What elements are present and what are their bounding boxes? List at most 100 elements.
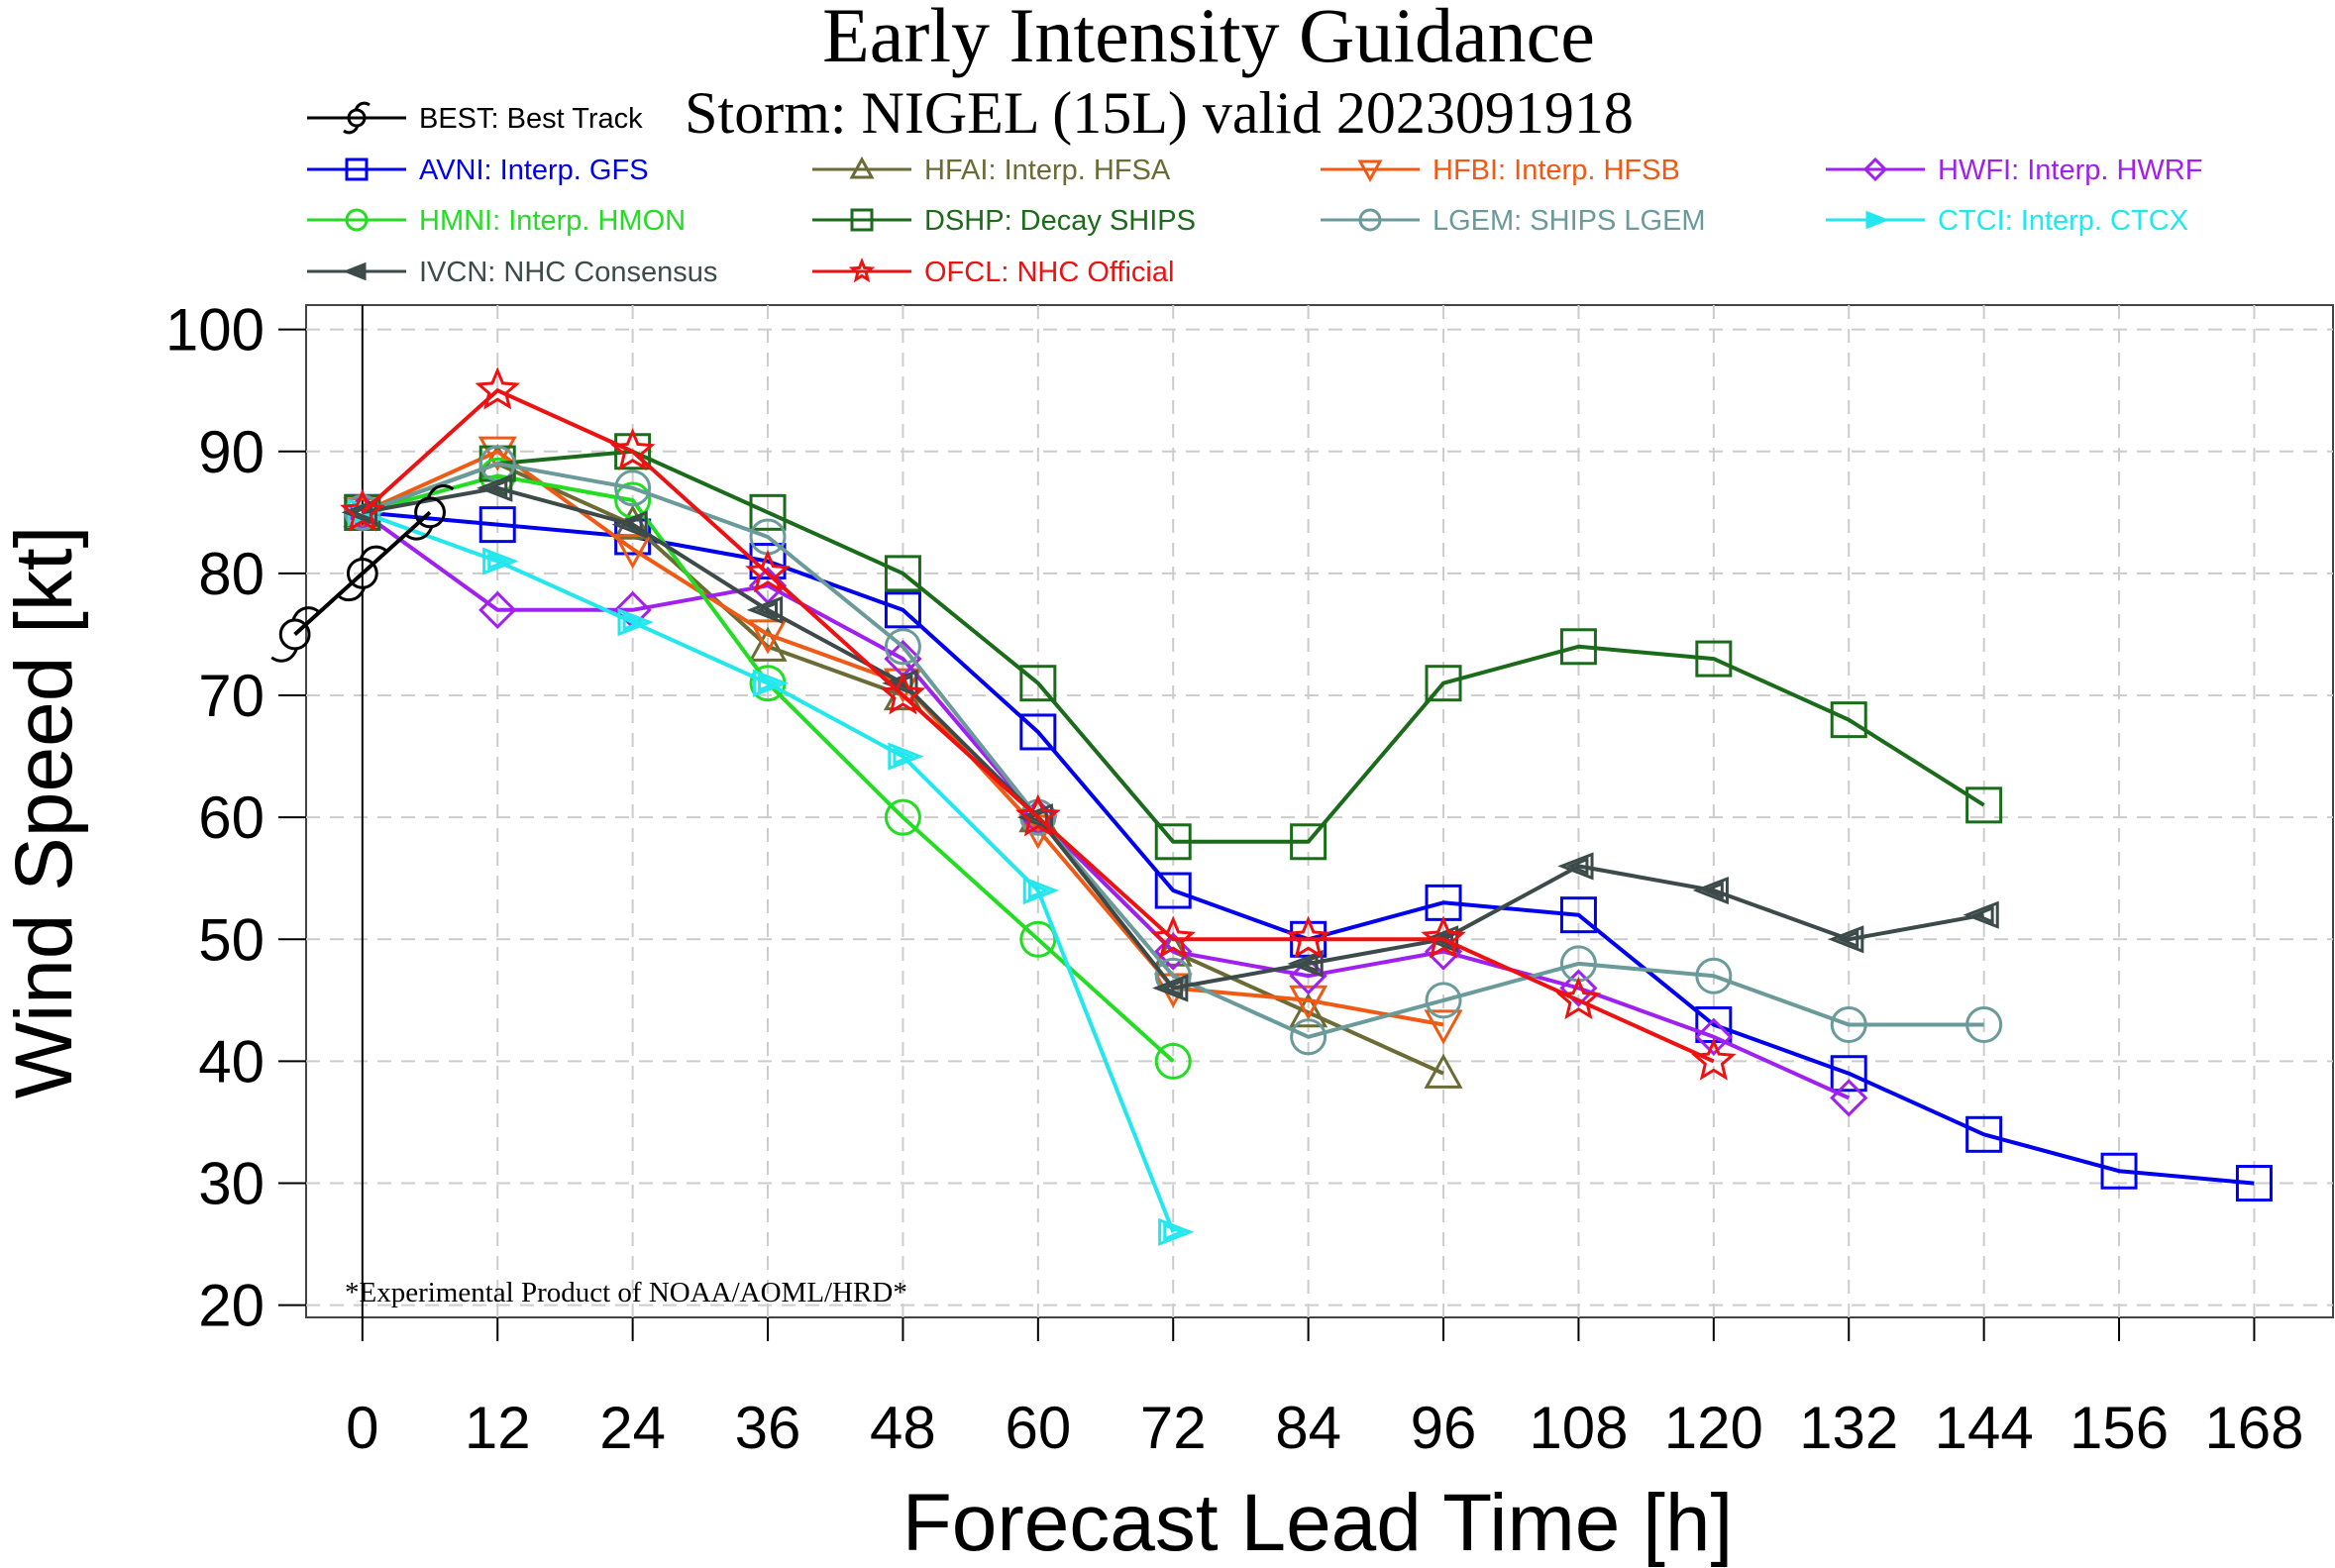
series-line-best — [293, 510, 432, 636]
series-line-ctci — [362, 510, 1176, 1233]
square-marker — [884, 591, 921, 629]
triangle-right-marker — [617, 608, 654, 637]
hurricane-arm — [270, 648, 298, 663]
triangle-right-inner-marker — [1163, 1222, 1186, 1241]
legend-label: BEST: Best Track — [419, 103, 643, 135]
square-marker — [850, 208, 874, 232]
hurricane-arm — [338, 586, 367, 602]
circle-marker — [1019, 920, 1057, 958]
series-hwfi — [343, 493, 1868, 1117]
triangle-left-marker — [1692, 876, 1729, 905]
series-line-ofcl — [361, 388, 1715, 1064]
circle-marker — [1830, 1005, 1867, 1043]
circle-marker — [1695, 957, 1733, 994]
legend-label: HWFI: Interp. HWRF — [1938, 155, 2202, 186]
legend-entry-avni: AVNI: Interp. GFS — [307, 155, 649, 186]
triangle-left-inner-marker — [350, 503, 372, 522]
circle-marker — [614, 470, 652, 507]
square-marker — [1559, 896, 1597, 934]
legend-label: HMNI: Interp. HMON — [419, 205, 686, 237]
square-marker — [1019, 713, 1057, 751]
star-marker — [1555, 977, 1602, 1020]
circle-marker — [1358, 208, 1382, 232]
x-tick-label: 60 — [1005, 1395, 1071, 1461]
square-marker — [2235, 1165, 2273, 1202]
x-tick-label: 132 — [1799, 1395, 1898, 1461]
triangle-left-inner-marker — [1025, 808, 1048, 827]
square-marker — [1019, 665, 1057, 702]
chart-title: Early Intensity Guidance — [822, 0, 1595, 78]
x-tick-label: 84 — [1275, 1395, 1341, 1461]
hurricane-marker — [278, 618, 311, 651]
legend-entry-hwfi: HWFI: Interp. HWRF — [1826, 155, 2202, 186]
triangle-right-inner-marker — [758, 674, 781, 692]
plot-frame — [305, 304, 2334, 1318]
circle-marker — [1154, 1042, 1192, 1080]
triangle-left-inner-marker — [620, 515, 643, 534]
x-tick-label: 156 — [2070, 1395, 2169, 1461]
legend-entry-dshp: DSHP: Decay SHIPS — [812, 205, 1196, 237]
legend-entry-hmni: HMNI: Interp. HMON — [307, 205, 686, 237]
star-marker — [609, 427, 656, 471]
legend-label: CTCI: Interp. CTCX — [1938, 205, 2188, 237]
y-tick-label: 100 — [165, 297, 265, 364]
square-marker — [749, 543, 787, 580]
square-marker — [1695, 640, 1733, 678]
circle-marker — [345, 208, 369, 232]
series-line-lgem — [362, 462, 1984, 1039]
square-marker — [1965, 786, 2003, 824]
square-marker — [1154, 823, 1192, 861]
triangle-left-marker — [1963, 900, 1999, 929]
diamond-marker — [1862, 157, 1888, 182]
y-tick-label: 50 — [198, 906, 265, 973]
diamond-marker — [1694, 1017, 1733, 1056]
square-marker — [1154, 872, 1192, 909]
triangle-left-inner-marker — [890, 674, 913, 692]
triangle-marker — [1289, 993, 1328, 1028]
triangle-down-marker — [613, 534, 653, 570]
series-line-ivcn — [362, 485, 1984, 991]
triangle-right-marker — [1158, 1217, 1195, 1246]
triangle-left-inner-marker — [1431, 930, 1454, 949]
x-tick-label: 24 — [599, 1395, 666, 1461]
series-ofcl — [340, 366, 1737, 1081]
triangle-down-marker — [1357, 159, 1383, 183]
triangle-right-inner-marker — [622, 613, 646, 632]
hurricane-marker — [346, 557, 378, 589]
square-marker — [884, 555, 921, 592]
star-marker — [1285, 915, 1331, 959]
series-ivcn — [341, 473, 1999, 1002]
triangle-left-inner-marker — [1160, 979, 1184, 997]
triangle-left-marker — [1557, 852, 1594, 881]
x-tick-label: 168 — [2204, 1395, 2303, 1461]
triangle-right-marker — [1865, 210, 1890, 230]
diamond-marker — [478, 590, 517, 629]
triangle-down-marker — [478, 436, 517, 471]
star-marker — [880, 672, 926, 715]
x-tick-label: 48 — [870, 1395, 936, 1461]
y-tick-label: 40 — [198, 1028, 265, 1095]
circle-marker — [884, 798, 921, 836]
star-marker — [1691, 1037, 1737, 1081]
triangle-right-inner-marker — [1027, 882, 1051, 900]
x-tick-label: 0 — [346, 1395, 378, 1461]
triangle-left-inner-marker — [1296, 954, 1319, 973]
chart-legend: BEST: Best Track AVNI: Interp. GFS HFAI: I… — [307, 101, 2202, 288]
triangle-down-marker — [748, 619, 788, 655]
legend-label: OFCL: NHC Official — [924, 257, 1174, 288]
diamond-marker — [1830, 1079, 1868, 1117]
square-marker — [1965, 1115, 2003, 1153]
hurricane-marker — [414, 496, 446, 529]
legend-entry-hfbi: HFBI: Interp. HFSB — [1321, 155, 1680, 186]
triangle-marker — [1424, 1053, 1463, 1089]
hurricane-arm — [291, 606, 319, 621]
chart-subtitle: Storm: NIGEL (15L) valid 2023091918 — [685, 80, 1634, 146]
diamond-marker — [1559, 969, 1598, 1007]
square-marker — [749, 493, 787, 531]
x-tick-label: 120 — [1664, 1395, 1763, 1461]
x-tick-label: 12 — [465, 1395, 531, 1461]
legend-label: HFAI: Interp. HFSA — [924, 155, 1171, 186]
square-marker — [2100, 1152, 2138, 1190]
triangle-right-inner-marker — [1868, 213, 1885, 227]
square-marker — [1425, 665, 1462, 702]
